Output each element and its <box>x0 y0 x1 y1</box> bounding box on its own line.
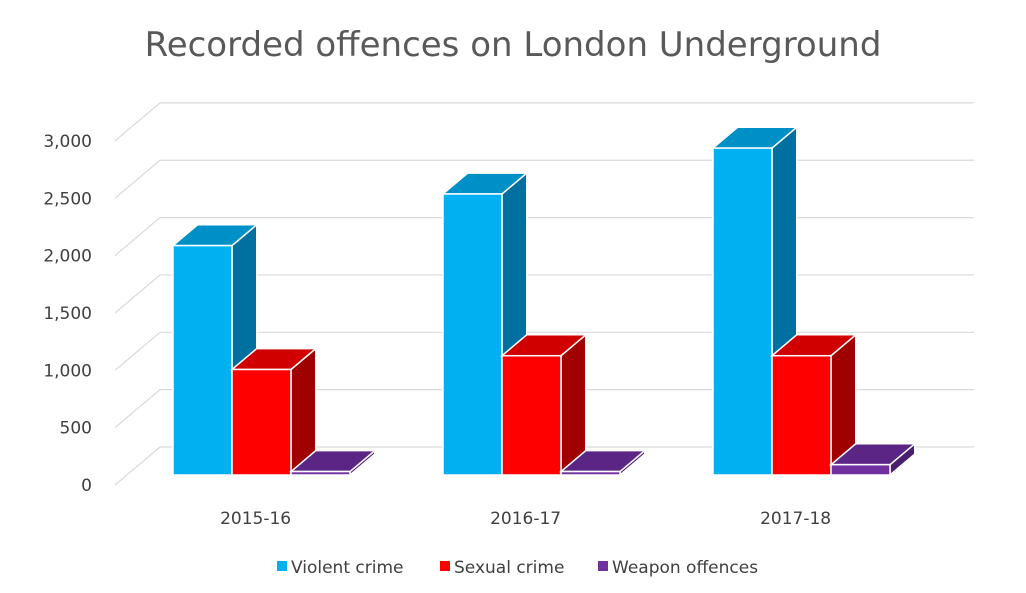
gridline <box>114 159 974 199</box>
y-tick-label: 3,000 <box>43 132 92 152</box>
bar-front <box>172 244 233 476</box>
gridline <box>114 389 974 429</box>
bar-front <box>560 470 621 476</box>
x-category-label: 2015-16 <box>220 509 291 529</box>
y-tick-label: 2,000 <box>43 247 92 267</box>
bar-sexual-crime <box>769 333 858 477</box>
gridlines <box>114 102 974 486</box>
bar-front <box>712 147 773 476</box>
bar-front <box>830 463 891 476</box>
gridline <box>114 102 974 142</box>
bar-sexual-crime <box>499 333 588 477</box>
y-tick-label: 2,500 <box>43 189 92 209</box>
legend: Violent crime Sexual crime Weapon offences <box>277 558 758 578</box>
bar-group-2015-16 <box>170 223 377 477</box>
bars <box>170 125 917 477</box>
bar-group-2017-18 <box>710 125 917 477</box>
y-tick-label: 1,500 <box>43 304 92 324</box>
bar-front <box>771 354 832 476</box>
legend-item: Violent crime <box>277 558 403 578</box>
gridline <box>114 331 974 371</box>
legend-item: Weapon offences <box>598 558 758 578</box>
y-tick-label: 0 <box>81 476 92 496</box>
legend-item: Sexual crime <box>440 558 564 578</box>
bar-weapon-offences <box>558 449 647 477</box>
chart-title: Recorded offences on London Underground <box>145 25 882 65</box>
bar-front <box>231 368 292 476</box>
x-category-label: 2017-18 <box>760 509 831 529</box>
bar-front <box>501 354 562 476</box>
bar-group-2016-17 <box>440 171 647 477</box>
legend-label: Weapon offences <box>612 558 758 578</box>
bar-front <box>442 193 503 476</box>
legend-label: Sexual crime <box>454 558 564 578</box>
bar-front <box>290 470 351 476</box>
y-tick-label: 500 <box>60 419 92 439</box>
legend-swatch <box>598 561 608 571</box>
gridline <box>114 274 974 314</box>
legend-swatch <box>440 561 450 571</box>
x-category-label: 2016-17 <box>490 509 561 529</box>
legend-label: Violent crime <box>291 558 403 578</box>
legend-swatch <box>277 561 287 571</box>
y-tick-label: 1,000 <box>43 361 92 381</box>
gridline <box>114 217 974 257</box>
y-axis-ticks: 0 500 1,000 1,500 2,000 2,500 3,000 <box>43 132 92 496</box>
bar-weapon-offences <box>288 449 377 477</box>
bar-sexual-crime <box>229 346 318 477</box>
gridline <box>114 446 974 486</box>
x-axis-categories: 2015-16 2016-17 2017-18 <box>220 509 831 529</box>
bar-weapon-offences <box>828 442 917 477</box>
